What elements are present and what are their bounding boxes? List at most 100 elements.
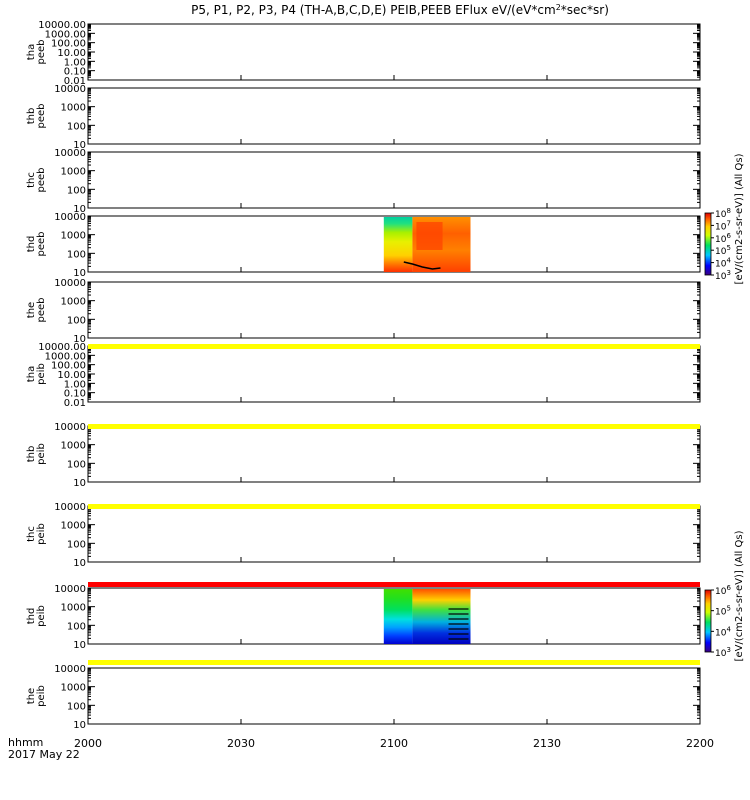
- y-tick-label: 0.01: [64, 398, 86, 409]
- y-tick-label: 100.00: [51, 39, 86, 50]
- colorbar-tick-base: 10: [715, 235, 727, 245]
- panel-label: thbpeeb: [26, 104, 47, 129]
- colorbar-tick-label: 103: [715, 269, 731, 282]
- colorbar-label: [eV/(cm2-s-sr-eV)] (All Qs): [734, 530, 745, 661]
- colorbar-tick-exp: 5: [726, 605, 730, 613]
- panel-label-probe: tha: [26, 44, 37, 60]
- colorbar-gradient: [704, 212, 712, 276]
- x-tick-label: 2000: [74, 737, 102, 750]
- y-tick-label: 0.01: [64, 76, 86, 87]
- colorbar-tick-base: 10: [715, 210, 727, 220]
- y-tick-label: 0.10: [64, 389, 86, 400]
- y-tick-label: 100: [67, 621, 86, 632]
- colorbar-tick-label: 104: [715, 257, 731, 270]
- colorbar-tick-exp: 5: [726, 244, 730, 252]
- spectrogram-stripe: [448, 628, 469, 630]
- flag-bar: [88, 344, 700, 349]
- y-tick-label: 100: [67, 315, 86, 326]
- y-tick-label: 10.00: [57, 370, 86, 381]
- colorbar-tick-exp: 3: [726, 269, 730, 277]
- panel-label-product: peeb: [36, 298, 47, 323]
- colorbar-label: [eV/(cm2-s-sr-eV)] (All Qs): [734, 153, 745, 284]
- y-tick-label: 1000: [61, 103, 86, 114]
- panel-thc-peeb: 10000 1000 100 10 thcpeeb: [26, 148, 701, 215]
- y-tick-label: 0.10: [64, 67, 86, 78]
- panel-label: thdpeeb: [26, 232, 47, 257]
- figure-title-text: P5, P1, P2, P3, P4 (TH-A,B,C,D,E) PEIB,P…: [191, 3, 609, 17]
- spectrogram-stripe: [448, 638, 469, 640]
- panel-label-product: peib: [36, 605, 47, 627]
- y-tick-label: 1000: [61, 683, 86, 694]
- colorbar-gradient: [704, 589, 712, 653]
- y-tick-label: 1000: [61, 603, 86, 614]
- x-axis-date-label: 2017 May 22: [8, 748, 80, 761]
- panel-label-product: peib: [36, 443, 47, 465]
- y-tick-label: 10000: [54, 84, 86, 95]
- y-tick-label: 1000: [61, 231, 86, 242]
- figure-title: P5, P1, P2, P3, P4 (TH-A,B,C,D,E) PEIB,P…: [191, 3, 609, 17]
- panel-the-peib: 10000 1000 100 10 thepeib: [26, 664, 701, 731]
- spectrogram-stripe: [448, 608, 469, 610]
- colorbar-tick-base: 10: [715, 628, 727, 638]
- y-tick-label: 10000: [54, 278, 86, 289]
- y-tick-label: 1.00: [64, 57, 86, 68]
- panel-thd-peib: 10000 1000 100 10 thdpeib: [26, 584, 701, 651]
- colorbar-tick-label: 103: [715, 646, 731, 659]
- flag-bar: [88, 582, 700, 587]
- y-tick-label: 10: [73, 478, 86, 489]
- y-tick-label: 10: [73, 204, 86, 215]
- colorbar-tick-exp: 6: [726, 584, 731, 592]
- panel-label-product: peeb: [36, 168, 47, 193]
- panel-label-probe: the: [26, 302, 37, 318]
- panel-frame: [87, 667, 701, 725]
- spectrogram-stripe: [448, 623, 469, 625]
- colorbar-tick-base: 10: [715, 222, 727, 232]
- x-tick-label: 2030: [227, 737, 255, 750]
- y-tick-label: 10.00: [57, 48, 86, 59]
- title-main: P5, P1, P2, P3, P4 (TH-A,B,C,D,E) PEIB,P…: [191, 3, 556, 17]
- colorbar-tick-exp: 4: [726, 257, 731, 265]
- panel-label-probe: the: [26, 688, 37, 704]
- panel-frame: [87, 425, 701, 483]
- colorbar-tick-base: 10: [715, 649, 727, 659]
- y-tick-label: 1000.00: [45, 351, 86, 362]
- panel-label: thcpeib: [26, 523, 47, 545]
- y-tick-label: 10000: [54, 502, 86, 513]
- spectrogram-data: [383, 217, 471, 644]
- flag-bar: [88, 504, 700, 509]
- y-tick-label: 10: [73, 640, 86, 651]
- spacecraft-potential-line: [403, 261, 441, 270]
- spectrogram-thd-peeb: [383, 217, 471, 272]
- panel-label-probe: thb: [26, 108, 37, 125]
- colorbar-tick-base: 10: [715, 608, 727, 618]
- spectrogram-block: [412, 589, 471, 644]
- x-tick-label: 2130: [533, 737, 561, 750]
- x-tick-label: 2100: [380, 737, 408, 750]
- panel-thb-peib: 10000 1000 100 10 thbpeib: [26, 422, 701, 489]
- y-tick-label: 10000: [54, 148, 86, 159]
- title-superscript: 2: [556, 3, 561, 12]
- y-tick-label: 10000: [54, 422, 86, 433]
- panel-thb-peeb: 10000 1000 100 10 thbpeeb: [26, 84, 701, 151]
- panel-the-peeb: 10000 1000 100 10 thepeeb: [26, 278, 701, 345]
- colorbar-tick-base: 10: [715, 247, 727, 257]
- y-tick-label: 10: [73, 558, 86, 569]
- flag-bar: [88, 424, 700, 429]
- x-tick-label: 2200: [686, 737, 714, 750]
- colorbar-tick-base: 10: [715, 587, 727, 597]
- panel-label-probe: thd: [26, 236, 37, 253]
- y-tick-label: 10000.00: [38, 20, 86, 31]
- panel-label: thapeeb: [26, 40, 47, 65]
- panel-label-product: peib: [36, 363, 47, 385]
- y-tick-label: 1.00: [64, 379, 86, 390]
- y-tick-label: 1000: [61, 167, 86, 178]
- y-tick-label: 10: [73, 268, 86, 279]
- spectrogram-hotspot: [416, 222, 443, 250]
- colorbar-tick-label: 107: [715, 219, 731, 232]
- y-tick-label: 10000: [54, 212, 86, 223]
- y-tick-label: 1000: [61, 441, 86, 452]
